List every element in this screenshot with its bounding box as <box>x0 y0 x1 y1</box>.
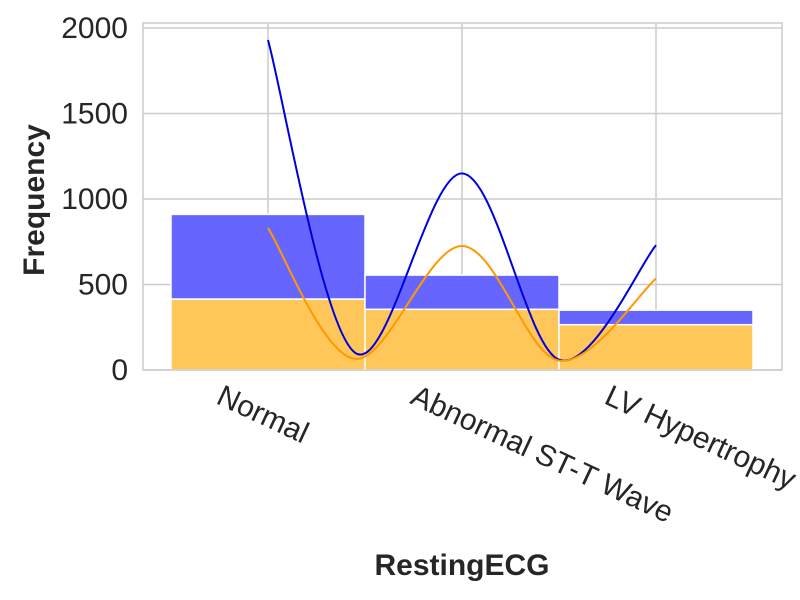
x-tick-label-normal: Normal <box>212 379 314 450</box>
bar-series-1-lv-hypertrophy <box>558 309 754 326</box>
y-tick-label-1: 500 <box>78 269 128 302</box>
y-tick-label-0: 0 <box>111 354 128 387</box>
x-axis-title: RestingECG <box>374 549 549 582</box>
y-tick-label-3: 1500 <box>61 98 128 131</box>
y-tick-label-2: 1000 <box>61 183 128 216</box>
kde-lines <box>267 39 657 362</box>
bar-series-0-normal <box>170 298 366 371</box>
y-axis-title: Frequency <box>18 124 51 276</box>
plot-frame <box>142 22 783 371</box>
kde-line-0 <box>267 39 657 362</box>
bar-series-1-normal <box>170 213 366 300</box>
y-tick-label-4: 2000 <box>61 12 128 45</box>
kde-line-1 <box>267 227 657 362</box>
y-tick-labels: 0 500 1000 1500 2000 <box>61 12 128 387</box>
bar-series-0-abnormal-st-t-wave <box>364 308 560 371</box>
